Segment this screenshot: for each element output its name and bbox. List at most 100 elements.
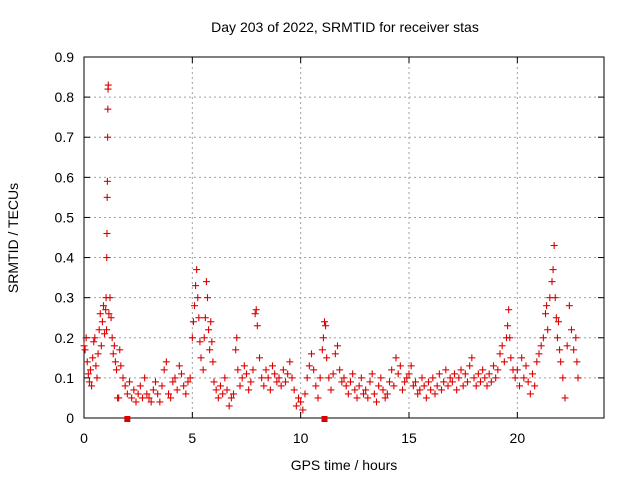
data-point <box>573 358 581 366</box>
data-point <box>167 394 175 402</box>
data-point <box>290 386 298 394</box>
data-point <box>440 378 448 386</box>
data-point <box>574 374 582 382</box>
data-point <box>526 390 534 398</box>
data-point <box>557 358 565 366</box>
data-point <box>506 334 514 342</box>
data-point <box>123 390 131 398</box>
data-point <box>130 386 138 394</box>
data-point <box>195 314 203 322</box>
data-point <box>470 374 478 382</box>
data-point <box>126 378 133 386</box>
data-point <box>390 382 398 390</box>
data-point <box>200 334 208 342</box>
data-point <box>105 310 113 318</box>
x-tick-label: 10 <box>293 430 309 446</box>
data-point <box>321 318 328 326</box>
data-point <box>522 362 530 370</box>
data-point <box>466 362 474 370</box>
data-point <box>568 326 575 334</box>
data-point <box>379 386 387 394</box>
data-point <box>342 382 350 390</box>
data-point <box>103 177 111 185</box>
data-point <box>192 282 200 290</box>
data-point <box>535 350 543 358</box>
data-point <box>158 382 166 390</box>
gap-marker <box>321 416 328 422</box>
data-point <box>104 81 112 89</box>
data-point <box>474 370 482 378</box>
data-point <box>279 366 287 374</box>
data-point <box>119 374 127 382</box>
data-point <box>310 366 318 374</box>
x-tick-label: 15 <box>401 430 417 446</box>
data-point <box>103 254 111 262</box>
data-point <box>455 374 463 382</box>
data-point <box>334 342 341 350</box>
data-point <box>84 370 92 378</box>
data-point <box>472 382 480 390</box>
y-axis-title: SRMTID / TECUs <box>5 183 21 293</box>
data-point <box>136 382 144 390</box>
data-point <box>305 362 313 370</box>
data-point <box>323 354 331 362</box>
data-point <box>90 338 98 346</box>
data-point <box>353 394 361 402</box>
data-point <box>451 370 458 378</box>
data-point <box>366 378 374 386</box>
data-point <box>383 390 391 398</box>
data-point <box>314 394 322 402</box>
data-point <box>252 306 260 314</box>
data-point <box>145 394 153 402</box>
data-point <box>347 378 354 386</box>
data-point <box>230 390 237 398</box>
data-point <box>407 362 415 370</box>
data-point <box>205 326 213 334</box>
y-tick-label: 0.4 <box>55 250 75 266</box>
data-point <box>256 354 263 362</box>
data-point <box>377 374 385 382</box>
data-points <box>80 81 582 414</box>
data-point <box>416 386 424 394</box>
data-point <box>96 310 104 318</box>
data-point <box>370 390 378 398</box>
data-point <box>542 310 549 318</box>
data-point <box>388 366 396 374</box>
data-point <box>329 370 337 378</box>
data-point <box>121 382 129 390</box>
data-point <box>210 378 218 386</box>
data-point <box>301 390 309 398</box>
data-point <box>556 346 564 354</box>
data-point <box>286 358 294 366</box>
grid-layer <box>84 57 604 418</box>
data-point <box>193 266 201 274</box>
data-point <box>169 378 177 386</box>
data-point <box>204 294 211 302</box>
data-point <box>178 370 185 378</box>
data-point <box>219 390 227 398</box>
data-point <box>427 386 435 394</box>
data-point <box>180 382 188 390</box>
data-point <box>327 386 335 394</box>
data-point <box>103 229 111 237</box>
data-point <box>563 342 571 350</box>
data-point <box>282 378 289 386</box>
data-point <box>483 382 491 390</box>
data-point <box>110 342 118 350</box>
data-point <box>236 382 244 390</box>
data-point <box>91 334 99 342</box>
data-point <box>240 362 248 370</box>
data-point <box>442 366 450 374</box>
data-point <box>98 318 106 326</box>
data-point <box>405 370 413 378</box>
data-point <box>418 374 426 382</box>
data-point <box>518 354 526 362</box>
data-point <box>100 302 107 310</box>
data-point <box>485 370 493 378</box>
data-point <box>139 394 146 402</box>
data-point <box>531 382 539 390</box>
data-point <box>233 334 241 342</box>
data-point <box>162 358 170 366</box>
data-point <box>134 390 142 398</box>
data-point <box>225 402 233 410</box>
